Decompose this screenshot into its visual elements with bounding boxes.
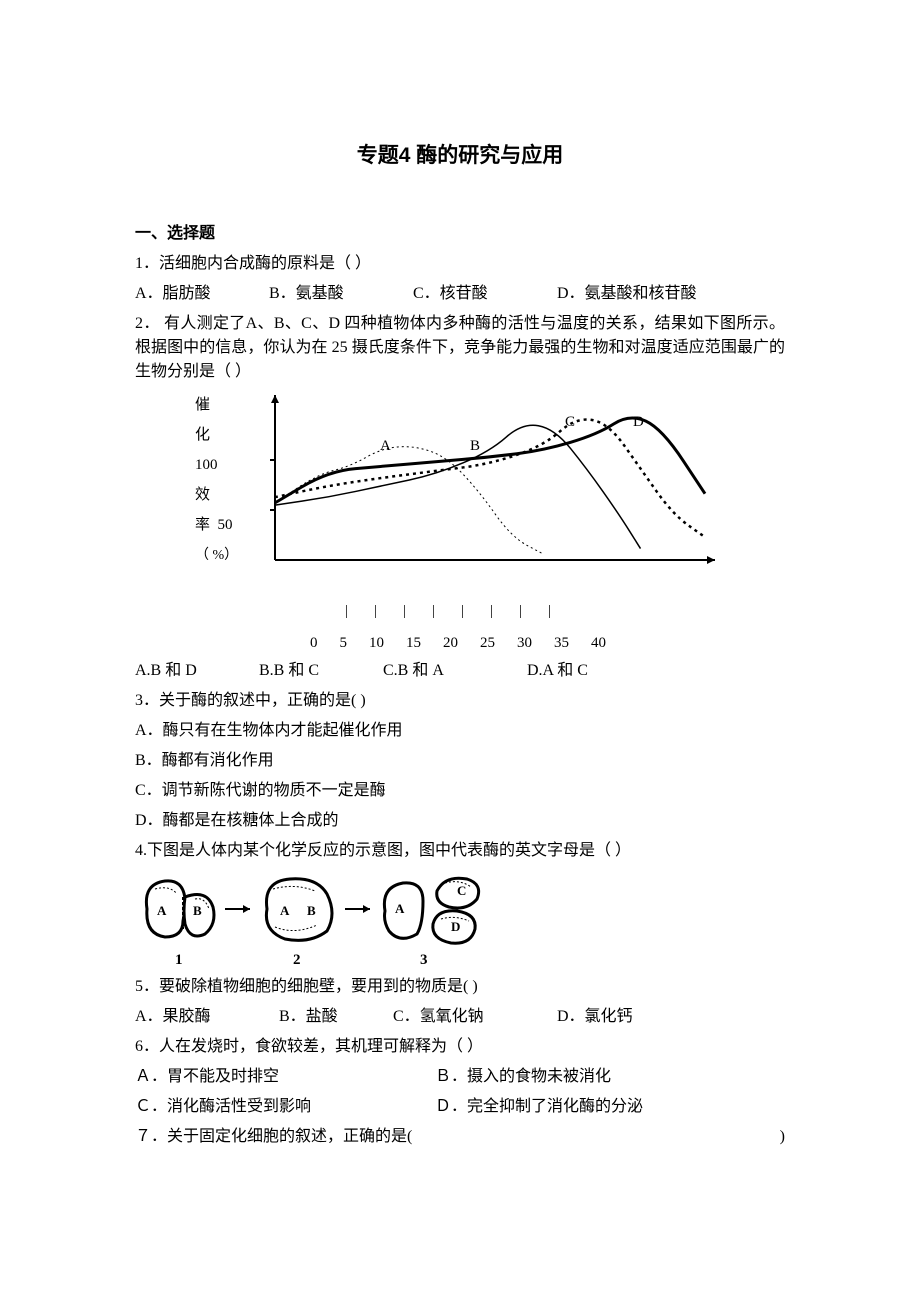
question-4: 4.下图是人体内某个化学反应的示意图，图中代表酶的英文字母是（ ） — [135, 839, 785, 863]
q6-option-b: Ｂ．摄入的食物未被消化 — [435, 1065, 611, 1089]
q3-option-c: C．调节新陈代谢的物质不一定是酶 — [135, 779, 785, 803]
question-7: ７．关于固定化细胞的叙述，正确的是( ) — [135, 1125, 785, 1149]
page-title: 专题4 酶的研究与应用 — [135, 140, 785, 172]
q1-option-b: B．氨基酸 — [269, 282, 409, 306]
series-label-b: B — [470, 438, 480, 454]
ylabel-char: 效 — [195, 487, 210, 503]
tick: | — [432, 600, 435, 623]
xlabel: 10 — [369, 632, 384, 655]
q7-text: ７．关于固定化细胞的叙述，正确的是( — [135, 1125, 780, 1149]
q6-row-2: Ｃ．消化酶活性受到影响 Ｄ．完全抑制了消化酶的分泌 — [135, 1095, 785, 1119]
y-unit: （ %） — [195, 548, 238, 563]
xlabel: 0 — [310, 632, 318, 655]
step-2: A B — [266, 878, 332, 940]
section-heading: 一、选择题 — [135, 222, 785, 246]
question-2: 2． 有人测定了A、B、C、D 四种植物体内多种酶的活性与温度的关系，结果如下图… — [135, 312, 785, 384]
step-1: A B — [146, 880, 214, 936]
q3-option-b: B．酶都有消化作用 — [135, 749, 785, 773]
q6-option-d: Ｄ．完全抑制了消化酶的分泌 — [435, 1095, 643, 1119]
svg-text:A: A — [395, 901, 405, 916]
ylabel-char: 率 — [195, 517, 210, 533]
question-2-options: A.B 和 D B.B 和 C C.B 和 A D.A 和 C — [135, 659, 785, 683]
ytick-50: 50 — [218, 517, 233, 533]
question-5-options: A．果胶酶 B．盐酸 C．氢氧化钠 D．氯化钙 — [135, 1005, 785, 1029]
svg-text:1: 1 — [175, 952, 183, 968]
question-5: 5．要破除植物细胞的细胞壁，要用到的物质是( ) — [135, 975, 785, 999]
q2-option-d: D.A 和 C — [527, 659, 588, 683]
q5-option-a: A．果胶酶 — [135, 1005, 275, 1029]
q6-row-1: Ａ．胃不能及时排空 Ｂ．摄入的食物未被消化 — [135, 1065, 785, 1089]
q2-option-a: A.B 和 D — [135, 659, 255, 683]
chart-svg: A B C D — [265, 390, 725, 580]
question-3: 3．关于酶的叙述中，正确的是( ) — [135, 689, 785, 713]
q4-diagram: A B A B A C D 1 2 3 — [135, 869, 495, 969]
q1-option-c: C．核苷酸 — [413, 282, 553, 306]
question-1: 1．活细胞内合成酶的原料是（ ） — [135, 252, 785, 276]
tick: | — [374, 600, 377, 623]
xlabel: 5 — [340, 632, 348, 655]
tick: | — [345, 600, 348, 623]
tick: | — [403, 600, 406, 623]
x-labels: 0 5 10 15 20 25 30 35 40 — [310, 632, 725, 655]
xlabel: 15 — [406, 632, 421, 655]
series-b — [275, 425, 641, 548]
tick: | — [519, 600, 522, 623]
step-3: A C D — [384, 878, 478, 943]
xlabel: 25 — [480, 632, 495, 655]
ylabel-char: 催 — [195, 397, 210, 413]
xlabel: 40 — [591, 632, 606, 655]
x-tick-marks: | | | | | | | | — [345, 600, 755, 623]
svg-text:A: A — [280, 903, 290, 918]
xlabel: 35 — [554, 632, 569, 655]
q3-option-d: D．酶都是在核糖体上合成的 — [135, 809, 785, 833]
enzyme-chart: 催 化 100 效 率 50 （ %） A B C D | | | | — [195, 390, 755, 655]
svg-text:2: 2 — [293, 952, 301, 968]
q1-option-a: A．脂肪酸 — [135, 282, 265, 306]
q6-option-a: Ａ．胃不能及时排空 — [135, 1065, 435, 1089]
q3-option-a: A．酶只有在生物体内才能起催化作用 — [135, 719, 785, 743]
question-1-options: A．脂肪酸 B．氨基酸 C．核苷酸 D．氨基酸和核苷酸 — [135, 282, 785, 306]
q2-option-b: B.B 和 C — [259, 659, 379, 683]
series-label-a: A — [380, 438, 391, 454]
series-label-c: C — [565, 414, 575, 430]
q5-option-d: D．氯化钙 — [557, 1005, 633, 1029]
svg-text:A: A — [157, 903, 167, 918]
xlabel: 20 — [443, 632, 458, 655]
svg-text:C: C — [457, 883, 466, 898]
svg-text:D: D — [451, 919, 460, 934]
tick: | — [548, 600, 551, 623]
xlabel: 30 — [517, 632, 532, 655]
series-c — [275, 419, 705, 537]
q6-option-c: Ｃ．消化酶活性受到影响 — [135, 1095, 435, 1119]
q1-option-d: D．氨基酸和核苷酸 — [557, 282, 697, 306]
series-d — [275, 418, 705, 503]
q2-option-c: C.B 和 A — [383, 659, 523, 683]
question-6: 6．人在发烧时，食欲较差，其机理可解释为（ ） — [135, 1035, 785, 1059]
series-label-d: D — [633, 414, 644, 430]
tick: | — [461, 600, 464, 623]
tick: | — [490, 600, 493, 623]
q7-rparen: ) — [780, 1125, 785, 1149]
svg-text:B: B — [307, 903, 316, 918]
chart-y-label: 催 化 100 效 率 50 （ %） — [195, 390, 235, 570]
svg-text:3: 3 — [420, 952, 428, 968]
ytick-100: 100 — [195, 457, 218, 473]
svg-text:B: B — [193, 903, 202, 918]
q5-option-b: B．盐酸 — [279, 1005, 389, 1029]
ylabel-char: 化 — [195, 427, 210, 443]
q5-option-c: C．氢氧化钠 — [393, 1005, 553, 1029]
